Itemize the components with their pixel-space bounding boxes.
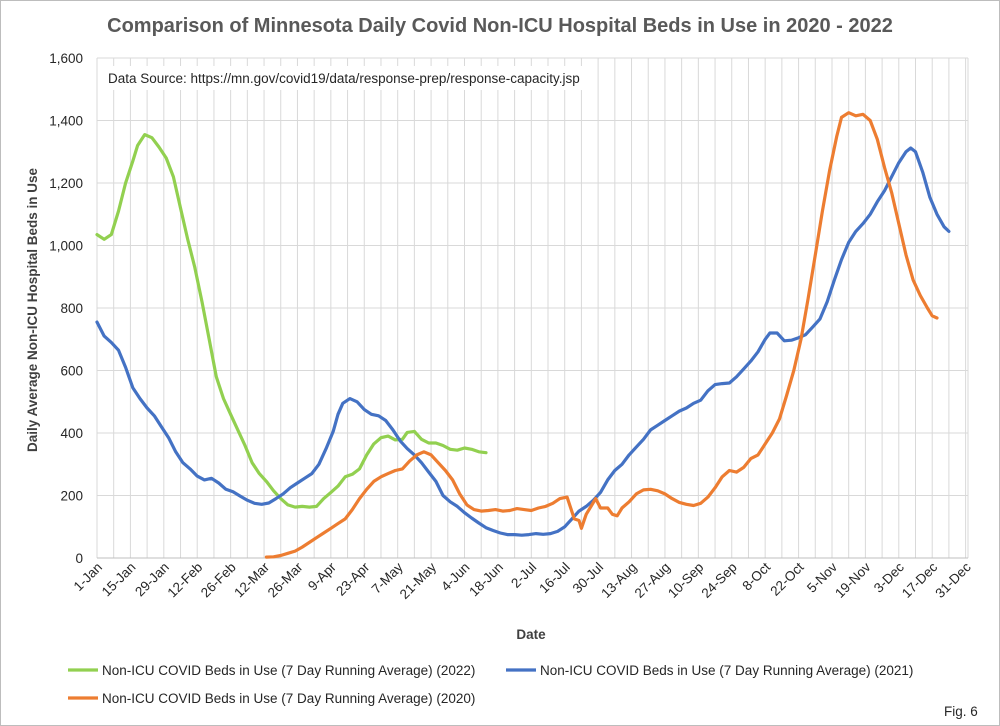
x-tick-label: 19-Nov <box>832 559 874 601</box>
y-tick-label: 800 <box>60 301 83 316</box>
x-tick-label: 27-Aug <box>632 560 673 601</box>
x-tick-label: 17-Dec <box>899 559 941 601</box>
x-tick-label: 24-Sep <box>698 560 739 601</box>
series-line-1 <box>95 146 951 537</box>
series-line-0 <box>95 133 488 509</box>
series-line-2 <box>264 111 939 559</box>
x-tick-label: 23-Apr <box>333 559 373 599</box>
x-tick-label: 18-Jun <box>466 560 506 600</box>
x-tick-labels: 1-Jan15-Jan29-Jan12-Feb26-Feb12-Mar26-Ma… <box>71 559 974 602</box>
y-axis-label: Daily Average Non-ICU Hospital Beds in U… <box>25 167 40 452</box>
y-tick-label: 1,000 <box>49 239 83 254</box>
grid <box>96 57 969 559</box>
series-layer <box>95 111 951 559</box>
y-tick-label: 600 <box>60 364 83 379</box>
y-tick-labels: 0 200 400 600 800 1,000 1,200 1,400 1,600 <box>49 51 83 566</box>
figure-label: Fig. 6 <box>944 704 978 719</box>
y-tick-label: 400 <box>60 426 83 441</box>
y-tick-label: 0 <box>75 551 83 566</box>
x-tick-label: 15-Jan <box>99 560 139 600</box>
x-tick-label: 29-Jan <box>132 560 172 600</box>
legend-label: Non-ICU COVID Beds in Use (7 Day Running… <box>540 663 913 678</box>
x-tick-label: 22-Oct <box>767 559 806 598</box>
legend: Non-ICU COVID Beds in Use (7 Day Running… <box>68 663 913 706</box>
x-tick-label: 12-Feb <box>164 560 205 601</box>
x-tick-label: 21-May <box>397 559 440 602</box>
source-note: Data Source: https://mn.gov/covid19/data… <box>108 71 580 86</box>
source-note-box <box>100 66 595 90</box>
y-tick-label: 1,400 <box>49 114 83 129</box>
y-tick-label: 1,200 <box>49 176 83 191</box>
chart-title: Comparison of Minnesota Daily Covid Non-… <box>107 15 893 37</box>
legend-label: Non-ICU COVID Beds in Use (7 Day Running… <box>102 663 475 678</box>
x-axis-label: Date <box>516 627 546 642</box>
x-tick-label: 13-Aug <box>598 560 639 601</box>
legend-label: Non-ICU COVID Beds in Use (7 Day Running… <box>102 691 475 706</box>
x-tick-label: 10-Sep <box>665 560 706 601</box>
x-tick-label: 12-Mar <box>231 559 272 600</box>
x-tick-label: 2-Jul <box>508 560 539 591</box>
x-tick-label: 26-Mar <box>265 559 306 600</box>
x-tick-label: 16-Jul <box>536 560 573 597</box>
x-tick-label: 31-Dec <box>932 559 974 601</box>
x-tick-label: 26-Feb <box>198 560 239 601</box>
y-tick-label: 200 <box>60 489 83 504</box>
y-tick-label: 1,600 <box>49 51 83 66</box>
